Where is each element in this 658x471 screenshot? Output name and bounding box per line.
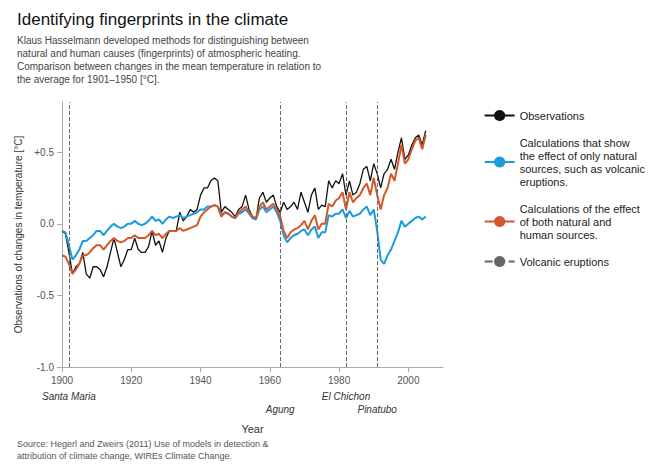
svg-text:0.0: 0.0 bbox=[40, 218, 54, 229]
svg-text:Klaus Hasselmann developed met: Klaus Hasselmann developed methods for d… bbox=[17, 35, 309, 46]
svg-text:Source: Hegerl and Zweirs (201: Source: Hegerl and Zweirs (2011) Use of … bbox=[17, 439, 268, 449]
svg-text:2000: 2000 bbox=[397, 375, 420, 386]
svg-text:1900: 1900 bbox=[51, 375, 74, 386]
svg-text:1960: 1960 bbox=[259, 375, 282, 386]
svg-text:natural and human causes (fing: natural and human causes (fingerprints) … bbox=[17, 48, 301, 59]
svg-text:attribution of climate change,: attribution of climate change, WIREs Cli… bbox=[17, 451, 232, 461]
svg-text:-0.5: -0.5 bbox=[37, 290, 55, 301]
svg-text:eruptions.: eruptions. bbox=[520, 176, 568, 188]
svg-text:Calculations of the effect: Calculations of the effect bbox=[520, 203, 640, 215]
svg-text:Year: Year bbox=[241, 423, 264, 435]
svg-text:the average for 1901–1950 [°C]: the average for 1901–1950 [°C]. bbox=[17, 74, 159, 85]
svg-text:Agung: Agung bbox=[265, 404, 295, 415]
svg-text:Comparison between changes in: Comparison between changes in the mean t… bbox=[17, 61, 322, 72]
svg-text:Pinatubo: Pinatubo bbox=[357, 404, 397, 415]
svg-text:Calculations that show: Calculations that show bbox=[520, 137, 630, 149]
svg-text:-1.0: -1.0 bbox=[37, 362, 55, 373]
svg-text:sources, such as volcanic: sources, such as volcanic bbox=[520, 163, 646, 175]
svg-text:Santa Maria: Santa Maria bbox=[42, 391, 96, 402]
svg-text:1980: 1980 bbox=[328, 375, 351, 386]
svg-text:1940: 1940 bbox=[189, 375, 212, 386]
svg-text:the effect of only natural: the effect of only natural bbox=[520, 150, 637, 162]
svg-text:human sources.: human sources. bbox=[520, 229, 598, 241]
svg-text:1920: 1920 bbox=[120, 375, 143, 386]
svg-text:El Chichon: El Chichon bbox=[322, 391, 371, 402]
svg-text:Observations of changes in tem: Observations of changes in temperature [… bbox=[13, 136, 24, 334]
svg-text:Identifying fingerprints in th: Identifying fingerprints in the climate bbox=[17, 10, 288, 29]
svg-text:Observations: Observations bbox=[520, 110, 585, 122]
svg-text:Volcanic eruptions: Volcanic eruptions bbox=[520, 256, 610, 268]
svg-text:+0.5: +0.5 bbox=[34, 147, 54, 158]
svg-text:of both natural and: of both natural and bbox=[520, 216, 612, 228]
